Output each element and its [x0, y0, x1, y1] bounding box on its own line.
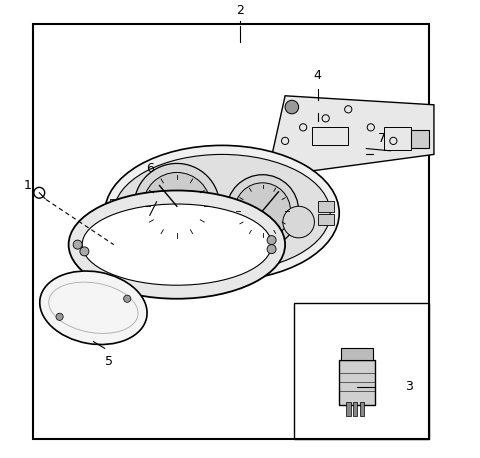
- Bar: [294, 303, 430, 439]
- Ellipse shape: [105, 145, 339, 281]
- Bar: [346, 403, 350, 416]
- Circle shape: [227, 174, 299, 247]
- Text: 2: 2: [236, 4, 244, 17]
- Circle shape: [124, 295, 131, 302]
- Bar: [353, 403, 357, 416]
- Bar: [360, 403, 364, 416]
- Ellipse shape: [40, 271, 147, 344]
- Circle shape: [267, 235, 276, 245]
- Circle shape: [283, 206, 314, 238]
- Ellipse shape: [82, 204, 272, 285]
- Bar: [110, 199, 126, 209]
- Text: 1: 1: [24, 180, 32, 192]
- Bar: [33, 24, 430, 439]
- Bar: [384, 127, 411, 150]
- Circle shape: [143, 173, 211, 240]
- Circle shape: [285, 100, 299, 114]
- Circle shape: [235, 183, 290, 239]
- Circle shape: [134, 164, 220, 249]
- Text: 6: 6: [146, 162, 154, 174]
- Text: 5: 5: [105, 355, 113, 368]
- Bar: [318, 214, 334, 225]
- Text: 7: 7: [378, 132, 386, 145]
- Bar: [341, 349, 373, 360]
- Ellipse shape: [114, 154, 330, 272]
- Circle shape: [56, 313, 63, 321]
- Text: 3: 3: [405, 380, 413, 393]
- Bar: [318, 201, 334, 212]
- Bar: [110, 210, 126, 221]
- Bar: [312, 127, 348, 145]
- Circle shape: [80, 247, 89, 256]
- Circle shape: [73, 240, 82, 249]
- Bar: [411, 130, 430, 147]
- Circle shape: [267, 245, 276, 254]
- Polygon shape: [267, 96, 434, 177]
- Text: 4: 4: [313, 69, 322, 82]
- Ellipse shape: [69, 191, 285, 299]
- Bar: [339, 360, 375, 405]
